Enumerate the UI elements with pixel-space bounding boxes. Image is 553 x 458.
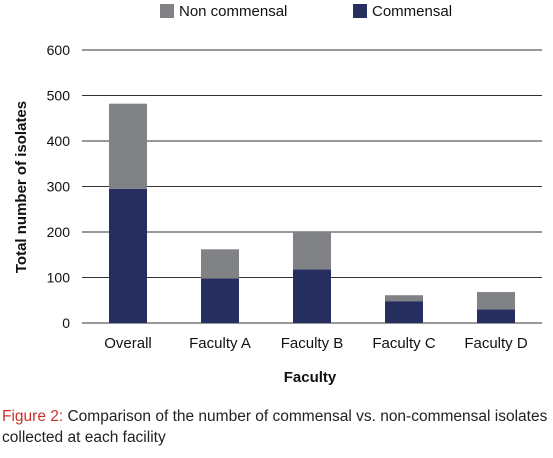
bar-non-commensal-overall <box>109 103 147 189</box>
bar-non-commensal-faculty-a <box>201 249 239 279</box>
x-tick-label: Faculty B <box>281 335 344 352</box>
y-tick-label: 0 <box>62 315 70 331</box>
legend-swatch <box>160 4 174 18</box>
bar-commensal-faculty-b <box>293 269 331 323</box>
bar-non-commensal-faculty-c <box>385 295 423 302</box>
legend-label: Non commensal <box>179 3 287 20</box>
bar-commensal-faculty-c <box>385 301 423 323</box>
figure-caption: Figure 2: Comparison of the number of co… <box>2 406 551 448</box>
bar-commensal-faculty-d <box>477 309 515 323</box>
x-tick-label: Faculty C <box>372 335 436 352</box>
y-tick-label: 300 <box>47 179 71 195</box>
legend-swatch <box>353 4 367 18</box>
y-tick-label: 200 <box>47 224 71 240</box>
x-axis-label: Faculty <box>284 369 337 386</box>
bar-non-commensal-faculty-d <box>477 292 515 310</box>
y-tick-label: 500 <box>47 88 71 104</box>
x-tick-label: Overall <box>104 335 152 352</box>
x-tick-label: Faculty D <box>464 335 528 352</box>
y-axis-label: Total number of isolates <box>13 101 30 273</box>
stacked-bar-chart: 0 100 200 300 400 500 600 Overall Faculty A Facu… <box>13 3 542 386</box>
y-tick-label: 600 <box>47 42 71 58</box>
legend: Non commensal Commensal <box>160 3 452 20</box>
figure-label: Figure 2: <box>2 408 64 425</box>
bar-non-commensal-faculty-b <box>293 232 331 270</box>
bar-commensal-faculty-a <box>201 278 239 323</box>
caption-text: Comparison of the number of commensal vs… <box>2 408 548 446</box>
y-tick-labels: 0 100 200 300 400 500 600 <box>47 42 71 331</box>
x-tick-labels: Overall Faculty A Faculty B Faculty C Facult… <box>104 335 528 352</box>
bars <box>109 103 515 323</box>
y-tick-label: 100 <box>47 270 71 286</box>
bar-commensal-overall <box>109 188 147 323</box>
legend-label: Commensal <box>372 3 452 20</box>
y-tick-label: 400 <box>47 133 71 149</box>
x-tick-label: Faculty A <box>189 335 251 352</box>
